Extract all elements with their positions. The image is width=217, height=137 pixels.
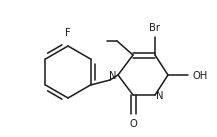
Text: OH: OH bbox=[192, 71, 208, 81]
Text: N: N bbox=[156, 91, 164, 101]
Text: N: N bbox=[109, 71, 117, 81]
Text: Br: Br bbox=[150, 23, 161, 33]
Text: O: O bbox=[129, 119, 137, 129]
Text: F: F bbox=[65, 28, 71, 38]
